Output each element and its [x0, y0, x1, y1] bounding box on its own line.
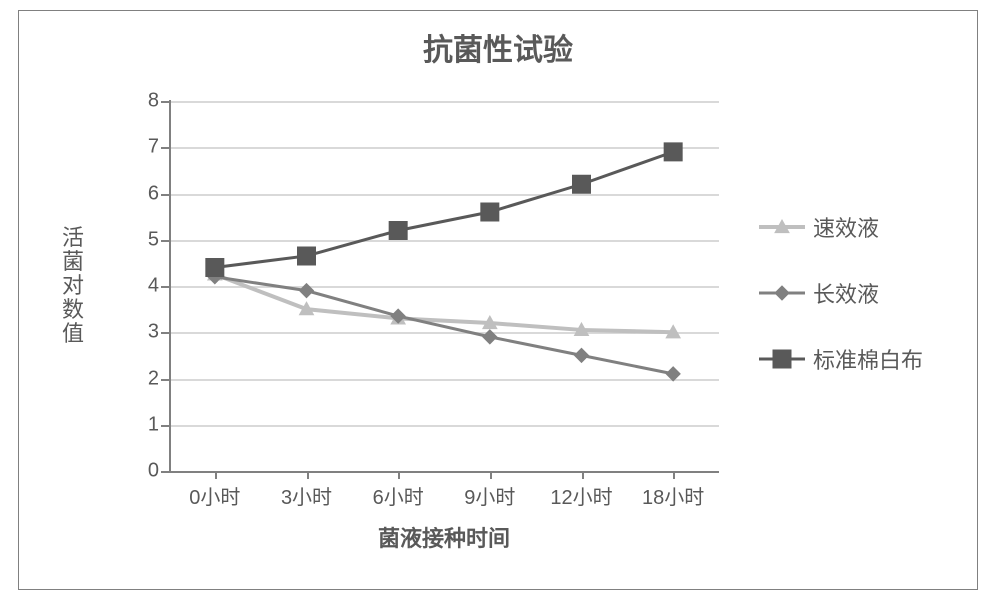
legend-item: 长效液	[759, 277, 923, 309]
plot-area: 0123456780小时3小时6小时9小时12小时18小时	[169, 101, 719, 471]
series-line	[215, 152, 673, 268]
legend-swatch	[759, 283, 805, 303]
legend-item: 标准棉白布	[759, 343, 923, 375]
x-tick-label: 9小时	[464, 481, 515, 510]
y-tick	[161, 240, 169, 242]
triangle-icon	[773, 218, 791, 236]
y-tick-label: 6	[148, 182, 159, 205]
y-tick	[161, 332, 169, 334]
x-tick-label: 6小时	[373, 481, 424, 510]
x-axis-title: 菌液接种时间	[169, 521, 719, 553]
square-icon	[771, 348, 793, 370]
series-line	[215, 277, 673, 374]
diamond-icon	[773, 284, 791, 302]
x-tick	[215, 471, 217, 479]
legend-label: 长效液	[813, 277, 879, 309]
legend-item: 速效液	[759, 211, 923, 243]
y-tick	[161, 147, 169, 149]
series-marker	[573, 175, 591, 193]
chart-frame: 抗菌性试验 活菌对数值 0123456780小时3小时6小时9小时12小时18小…	[18, 10, 978, 590]
gridline	[169, 471, 719, 473]
legend-label: 速效液	[813, 211, 879, 243]
series-marker	[389, 222, 407, 240]
y-tick-label: 7	[148, 136, 159, 159]
y-axis-title: 活菌对数值	[59, 226, 87, 347]
y-tick	[161, 471, 169, 473]
series-line	[215, 274, 673, 332]
legend-label: 标准棉白布	[813, 343, 923, 375]
y-tick-label: 8	[148, 90, 159, 113]
y-tick	[161, 379, 169, 381]
x-tick	[490, 471, 492, 479]
legend-swatch	[759, 217, 805, 237]
series-marker	[481, 203, 499, 221]
y-tick	[161, 194, 169, 196]
y-tick-label: 4	[148, 275, 159, 298]
series-marker	[298, 247, 316, 265]
x-tick	[673, 471, 675, 479]
x-tick	[307, 471, 309, 479]
series-marker	[666, 367, 680, 381]
y-tick-label: 2	[148, 367, 159, 390]
x-tick-label: 3小时	[281, 481, 332, 510]
y-tick-label: 1	[148, 413, 159, 436]
y-tick	[161, 425, 169, 427]
series-marker	[575, 348, 589, 362]
legend: 速效液长效液标准棉白布	[759, 211, 923, 375]
y-tick-label: 5	[148, 228, 159, 251]
x-tick-label: 18小时	[642, 481, 704, 510]
legend-swatch	[759, 349, 805, 369]
chart-title: 抗菌性试验	[19, 25, 977, 69]
series-marker	[300, 284, 314, 298]
series-marker	[483, 330, 497, 344]
y-tick	[161, 286, 169, 288]
x-tick-label: 0小时	[189, 481, 240, 510]
x-tick	[398, 471, 400, 479]
y-tick-label: 0	[148, 460, 159, 483]
series-marker	[664, 143, 682, 161]
series-canvas	[169, 101, 719, 471]
x-tick-label: 12小时	[550, 481, 612, 510]
x-tick	[582, 471, 584, 479]
series-marker	[206, 259, 224, 277]
y-tick	[161, 101, 169, 103]
y-tick-label: 3	[148, 321, 159, 344]
